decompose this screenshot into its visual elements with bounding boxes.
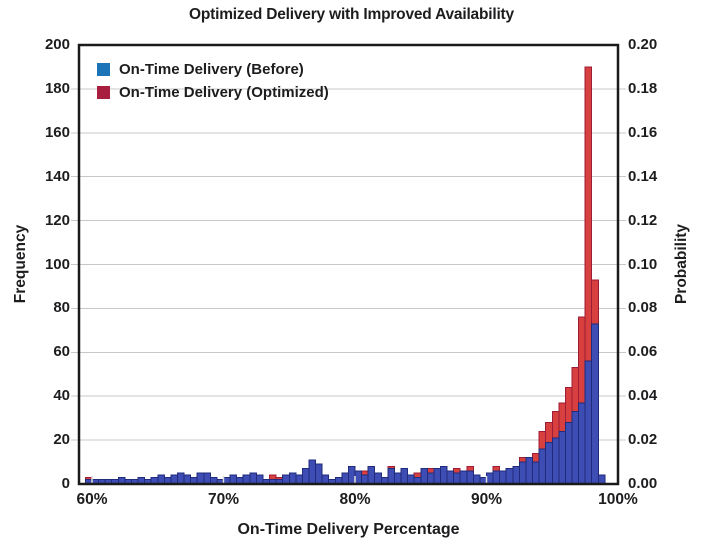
histogram-bar-before: [393, 472, 402, 485]
histogram-bar-before: [551, 437, 560, 485]
histogram-bar-before: [459, 470, 468, 485]
y-left-tick-label: 160: [44, 123, 70, 141]
histogram-bar-before: [538, 448, 547, 485]
y-left-tick-label: 80: [53, 299, 70, 317]
legend-label-optimized: On-Time Delivery (Optimized): [119, 84, 329, 101]
histogram-bar-before: [242, 474, 251, 485]
y-left-tick-label: 140: [44, 167, 70, 185]
histogram-bar-before: [571, 411, 580, 485]
histogram-bar-before: [558, 430, 566, 485]
legend: On-Time Delivery (Before) On-Time Delive…: [97, 58, 329, 104]
plot-border: [77, 43, 620, 486]
histogram-bar-before: [578, 402, 586, 485]
histogram-bar-before: [439, 465, 448, 485]
x-tick-label: 100%: [598, 491, 638, 508]
chart-title: Optimized Delivery with Improved Availab…: [189, 6, 514, 23]
histogram-bar-before: [321, 474, 330, 485]
y-axis-title-right: Probability: [673, 223, 690, 305]
histogram-bar-before: [387, 468, 395, 485]
histogram-bar-before: [361, 474, 369, 485]
histogram-bar-before: [295, 474, 303, 485]
histogram-bar-before: [564, 422, 573, 485]
legend-item-optimized: On-Time Delivery (Optimized): [97, 81, 329, 104]
y-left-tick-label: 200: [44, 36, 70, 53]
histogram-bar-before: [341, 472, 349, 485]
y-left-tick-label: 180: [44, 79, 70, 97]
y-left-tick-label: 100: [44, 255, 70, 273]
y-right-tick-label: 0.02: [628, 431, 658, 449]
histogram-bar-before: [492, 470, 501, 485]
y-right-tick-label: 0.12: [628, 211, 658, 229]
y-right-tick-label: 0.04: [628, 387, 658, 405]
y-left-tick-label: 0: [61, 475, 70, 492]
histogram-bar-before: [505, 468, 514, 485]
x-axis-title: On-Time Delivery Percentage: [237, 521, 460, 538]
y-right-tick-label: 0.08: [628, 299, 658, 317]
histogram-bar-before: [301, 468, 310, 485]
histogram-bar-before: [591, 323, 599, 485]
histogram-bar-before: [512, 465, 520, 485]
x-tick-label: 90%: [470, 491, 503, 508]
histogram-bar-before: [433, 468, 441, 485]
legend-swatch-before-icon: [97, 63, 110, 76]
histogram-bar-before: [374, 472, 382, 485]
histogram-bar-before: [255, 474, 264, 485]
histogram-bar-before: [584, 360, 593, 485]
histogram-bar-before: [486, 472, 494, 485]
y-right-tick-label: 0.18: [628, 79, 658, 97]
histogram-bar-before: [420, 468, 428, 485]
histogram-bar-before: [367, 465, 376, 485]
histogram-bar-before: [203, 472, 211, 485]
histogram-bar-before: [170, 474, 178, 485]
y-right-tick-label: 0.00: [628, 475, 658, 492]
histogram-bar-before: [347, 465, 356, 485]
histogram-bar-before: [532, 461, 540, 485]
histogram-bar-before: [525, 457, 534, 485]
histogram-bar-before: [315, 463, 323, 485]
histogram-bar-before: [183, 474, 192, 485]
y-right-tick-label: 0.10: [628, 255, 658, 273]
histogram-bar-before: [229, 474, 238, 485]
x-tick-label: 70%: [207, 491, 240, 508]
legend-label-before: On-Time Delivery (Before): [119, 61, 304, 78]
histogram-bar-before: [466, 470, 474, 485]
histogram-bar-before: [196, 472, 205, 485]
legend-item-before: On-Time Delivery (Before): [97, 58, 329, 81]
y-right-tick-label: 0.06: [628, 343, 658, 361]
y-left-tick-label: 20: [53, 431, 70, 449]
histogram-bar-before: [282, 474, 290, 485]
histogram-bar-before: [157, 474, 165, 485]
histogram-bar-before: [453, 472, 461, 485]
histogram-bar-before: [400, 468, 409, 485]
y-right-tick-label: 0.14: [628, 167, 658, 185]
histogram-bar-before: [597, 474, 606, 485]
histogram-bar-before: [407, 474, 415, 485]
histogram-bar-before: [518, 461, 527, 485]
histogram-bar-before: [426, 472, 435, 485]
histogram-bar-before: [499, 470, 507, 485]
histogram-bar-before: [472, 474, 481, 485]
y-right-tick-label: 0.16: [628, 123, 658, 141]
histogram-bar-before: [176, 472, 185, 485]
histogram-bar-before: [249, 472, 257, 485]
y-left-tick-label: 40: [53, 387, 70, 405]
x-tick-label: 80%: [339, 491, 371, 508]
y-left-tick-label: 60: [53, 343, 70, 361]
histogram-bar-before: [354, 470, 363, 485]
y-left-tick-label: 120: [44, 211, 70, 229]
x-tick-label: 60%: [76, 491, 108, 508]
histogram-bar-before: [446, 470, 455, 485]
y-right-tick-label: 0.20: [628, 36, 658, 53]
legend-swatch-optimized-icon: [97, 86, 110, 99]
histogram-bar-before: [545, 441, 553, 485]
histogram-bar-before: [288, 472, 297, 485]
histogram-bar-before: [308, 459, 317, 485]
